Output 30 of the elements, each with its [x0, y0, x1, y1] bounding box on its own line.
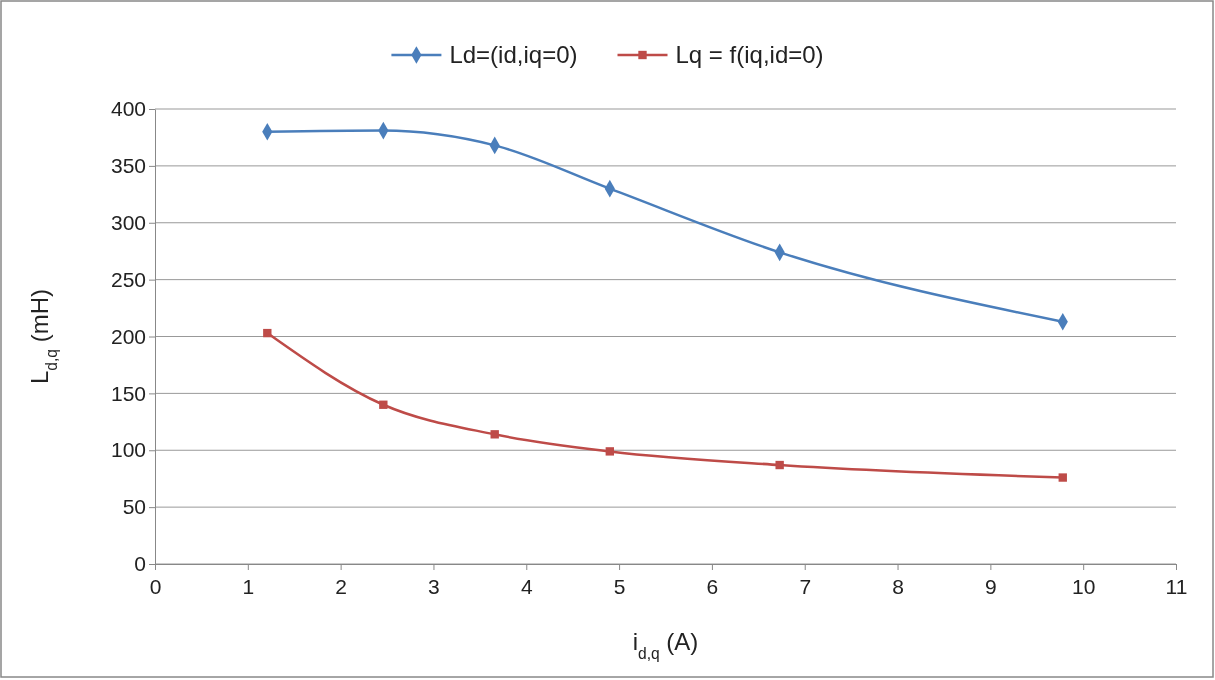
x-tick-label: 8 [892, 575, 904, 598]
x-tick-label: 5 [613, 575, 626, 598]
point [490, 430, 499, 439]
point [379, 400, 388, 409]
point [775, 460, 784, 470]
x-tick-label: 7 [799, 575, 812, 598]
y-tick-label: 200 [110, 324, 146, 348]
x-tick-label: 2 [335, 575, 347, 598]
y-tick-label: 50 [122, 495, 146, 519]
x-tick-label: 3 [428, 575, 440, 598]
point [605, 447, 614, 456]
y-tick-label: 350 [110, 154, 146, 178]
x-tick-label: 0 [149, 575, 162, 598]
y-tick-label: 0 [134, 552, 146, 576]
y-tick-label: 400 [110, 97, 146, 121]
x-tick-label: 1 [242, 575, 255, 598]
legend-label: Lq = f(iq,id=0) [675, 41, 824, 69]
point [263, 328, 272, 338]
y-tick-label: 100 [110, 438, 146, 462]
legend-label: Ld=(id,iq=0) [449, 41, 578, 69]
y-tick-label: 150 [110, 381, 146, 405]
x-tick-label: 9 [985, 575, 997, 598]
y-tick-label: 250 [110, 267, 146, 291]
point [1058, 473, 1067, 482]
x-tick-label: 6 [706, 575, 719, 598]
y-tick-label: 300 [110, 210, 146, 234]
x-axis-title: i$_{d,q}$ (A) [632, 628, 699, 662]
x-tick-label: 4 [520, 575, 533, 598]
x-tick-label: 10 [1072, 575, 1096, 598]
x-tick-label: 11 [1165, 575, 1188, 598]
